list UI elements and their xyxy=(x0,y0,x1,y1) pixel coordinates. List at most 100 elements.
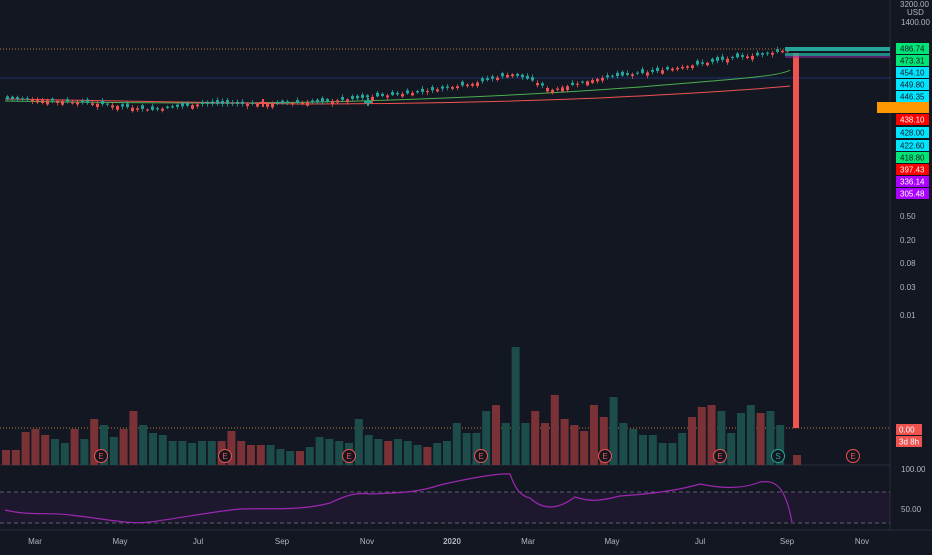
rsi-line[interactable] xyxy=(4,473,793,524)
time-label-nov[interactable]: Nov xyxy=(360,537,374,546)
candle[interactable] xyxy=(516,72,519,78)
candle[interactable] xyxy=(706,61,709,67)
candle[interactable] xyxy=(636,71,639,76)
candle[interactable] xyxy=(756,50,759,57)
candle[interactable] xyxy=(456,84,459,91)
candle[interactable] xyxy=(321,96,324,105)
time-label-mar[interactable]: Mar xyxy=(28,537,42,546)
price-axis-tick[interactable]: 0.50 xyxy=(900,212,916,221)
candle[interactable] xyxy=(246,102,249,110)
candle[interactable] xyxy=(511,73,514,79)
candle[interactable] xyxy=(16,95,19,102)
candle[interactable] xyxy=(46,98,49,106)
candle[interactable] xyxy=(156,106,159,112)
candle[interactable] xyxy=(431,84,434,94)
candle[interactable] xyxy=(341,94,344,103)
event-marker-earnings[interactable]: E xyxy=(846,449,860,463)
candle[interactable] xyxy=(211,98,214,107)
candle[interactable] xyxy=(91,100,94,107)
candle[interactable] xyxy=(351,94,354,101)
event-marker-earnings[interactable]: E xyxy=(218,449,232,463)
candle[interactable] xyxy=(41,97,44,105)
candle[interactable] xyxy=(576,81,579,88)
candle[interactable] xyxy=(66,96,69,104)
candle[interactable] xyxy=(776,46,779,54)
candle[interactable] xyxy=(651,67,654,75)
candle[interactable] xyxy=(216,97,219,106)
candle[interactable] xyxy=(676,66,679,72)
event-marker-earnings[interactable]: E xyxy=(713,449,727,463)
candle[interactable] xyxy=(771,50,774,58)
candle[interactable] xyxy=(601,75,604,83)
candle[interactable] xyxy=(51,97,54,104)
candle[interactable] xyxy=(586,80,589,87)
candle-last-drop[interactable] xyxy=(793,53,799,428)
candle[interactable] xyxy=(646,70,649,79)
candle[interactable] xyxy=(581,80,584,84)
candle[interactable] xyxy=(761,52,764,58)
candle[interactable] xyxy=(526,73,529,80)
candle[interactable] xyxy=(371,94,374,104)
candle[interactable] xyxy=(26,96,29,102)
candle[interactable] xyxy=(661,67,664,75)
candle[interactable] xyxy=(6,95,9,101)
candle[interactable] xyxy=(626,70,629,77)
candle[interactable] xyxy=(191,103,194,110)
time-label-sep[interactable]: Sep xyxy=(780,537,795,546)
event-marker-earnings[interactable]: E xyxy=(342,449,356,463)
candle[interactable] xyxy=(461,80,464,88)
event-marker-earnings[interactable]: E xyxy=(598,449,612,463)
candle[interactable] xyxy=(11,95,14,102)
candle[interactable] xyxy=(466,83,469,88)
candle[interactable] xyxy=(666,65,669,71)
candle[interactable] xyxy=(176,103,179,110)
candle[interactable] xyxy=(226,97,229,107)
candle[interactable] xyxy=(421,85,424,95)
candle[interactable] xyxy=(546,85,549,94)
candle[interactable] xyxy=(206,100,209,107)
candle[interactable] xyxy=(151,103,154,112)
rsi-pane[interactable]: 100.00 50.00 xyxy=(0,465,926,524)
candle[interactable] xyxy=(116,104,119,112)
candle[interactable] xyxy=(36,97,39,104)
candle[interactable] xyxy=(471,82,474,88)
time-label-jul[interactable]: Jul xyxy=(193,537,203,546)
candle[interactable] xyxy=(346,98,349,105)
candle[interactable] xyxy=(691,64,694,71)
candle[interactable] xyxy=(506,72,509,79)
candle[interactable] xyxy=(536,80,539,88)
candle[interactable] xyxy=(521,73,524,80)
candle[interactable] xyxy=(31,97,34,105)
candle[interactable] xyxy=(606,72,609,80)
candle[interactable] xyxy=(81,98,84,105)
candle[interactable] xyxy=(571,80,574,87)
candle[interactable] xyxy=(306,99,309,107)
candle[interactable] xyxy=(751,53,754,63)
candle[interactable] xyxy=(731,55,734,61)
event-marker-earnings[interactable]: E xyxy=(94,449,108,463)
candle[interactable] xyxy=(391,89,394,97)
candle[interactable] xyxy=(616,70,619,79)
candle[interactable] xyxy=(381,92,384,98)
rsi-axis-tick[interactable]: 50.00 xyxy=(901,505,922,514)
candle[interactable] xyxy=(641,66,644,75)
candle[interactable] xyxy=(131,104,134,113)
candle[interactable] xyxy=(296,97,299,105)
candle[interactable] xyxy=(406,88,409,95)
time-label-may[interactable]: May xyxy=(604,537,619,546)
candle[interactable] xyxy=(686,65,689,70)
candle[interactable] xyxy=(221,98,224,107)
candle[interactable] xyxy=(501,71,504,79)
candle[interactable] xyxy=(326,97,329,103)
candle[interactable] xyxy=(96,100,99,110)
candle[interactable] xyxy=(721,53,724,63)
candle[interactable] xyxy=(561,85,564,93)
candle[interactable] xyxy=(271,101,274,110)
candle[interactable] xyxy=(101,98,104,107)
candle[interactable] xyxy=(111,102,114,110)
price-axis-top-tick[interactable]: 3200.00 xyxy=(900,0,929,9)
candle[interactable] xyxy=(376,90,379,98)
